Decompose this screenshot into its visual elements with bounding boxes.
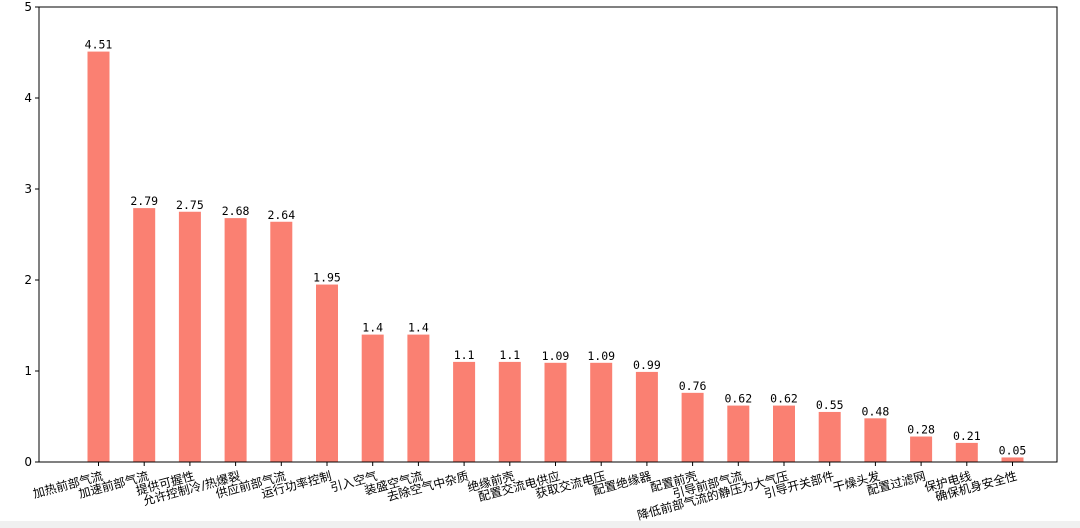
bar-value-label: 2.75 (176, 198, 204, 212)
bar (544, 362, 567, 462)
bar (407, 334, 430, 462)
bar (955, 442, 978, 462)
y-tick-label: 4 (24, 91, 32, 105)
bar-value-label: 1.4 (362, 321, 383, 335)
bar (316, 284, 338, 462)
bar-value-label: 0.48 (862, 404, 890, 418)
bar (773, 405, 795, 462)
y-tick-label: 3 (24, 182, 32, 196)
bar (133, 208, 156, 462)
bar-value-label: 0.28 (907, 423, 935, 437)
y-tick-label: 0 (24, 455, 32, 469)
bar-value-label: 2.64 (267, 208, 295, 222)
bar-value-label: 2.68 (222, 204, 250, 218)
bar-value-label: 0.55 (816, 398, 844, 412)
bar (270, 221, 293, 462)
bar-value-label: 1.95 (313, 271, 341, 285)
bar (361, 334, 384, 462)
bar-value-label: 1.09 (587, 349, 615, 363)
bar (453, 361, 476, 462)
bar (178, 211, 201, 462)
bar-value-label: 1.09 (542, 349, 570, 363)
bar-value-label: 1.4 (408, 321, 429, 335)
y-tick-label: 5 (24, 0, 32, 14)
bars-group (87, 51, 1024, 463)
bar-value-label: 0.76 (679, 379, 707, 393)
bar (681, 392, 704, 462)
bar (635, 371, 658, 462)
bar (864, 418, 887, 462)
y-tick-label: 2 (24, 273, 32, 287)
y-axis: 0 1 2 3 4 5 (24, 0, 39, 469)
bar (727, 405, 750, 462)
bar (87, 51, 110, 463)
bar-value-label: 1.1 (454, 348, 475, 362)
bar (818, 411, 841, 462)
bar (224, 218, 247, 462)
bar-value-label: 0.99 (633, 358, 661, 372)
bar-value-labels: 4.51 2.79 2.75 2.68 2.64 1.95 1.4 1.4 1.1 1.1 1.09… (85, 38, 1027, 458)
x-axis: 加热前部气流加速前部气流提供可握性允许控制冷/热爆裂供应前部气流运行功率控制引入… (31, 462, 1019, 523)
window-bottom-strip (0, 521, 1080, 528)
bar-value-label: 0.62 (770, 392, 798, 406)
bar-value-label: 4.51 (85, 38, 113, 52)
bar-value-label: 0.62 (724, 392, 752, 406)
plot-frame (38, 6, 1058, 463)
bar (910, 436, 933, 462)
bar (498, 361, 521, 462)
y-tick-label: 1 (24, 364, 32, 378)
bar-value-label: 0.05 (999, 443, 1027, 457)
bar-value-label: 1.1 (499, 348, 520, 362)
bar (1001, 457, 1024, 462)
bar (590, 362, 613, 462)
bar-value-label: 0.21 (953, 429, 981, 443)
bar-value-label: 2.79 (130, 194, 158, 208)
